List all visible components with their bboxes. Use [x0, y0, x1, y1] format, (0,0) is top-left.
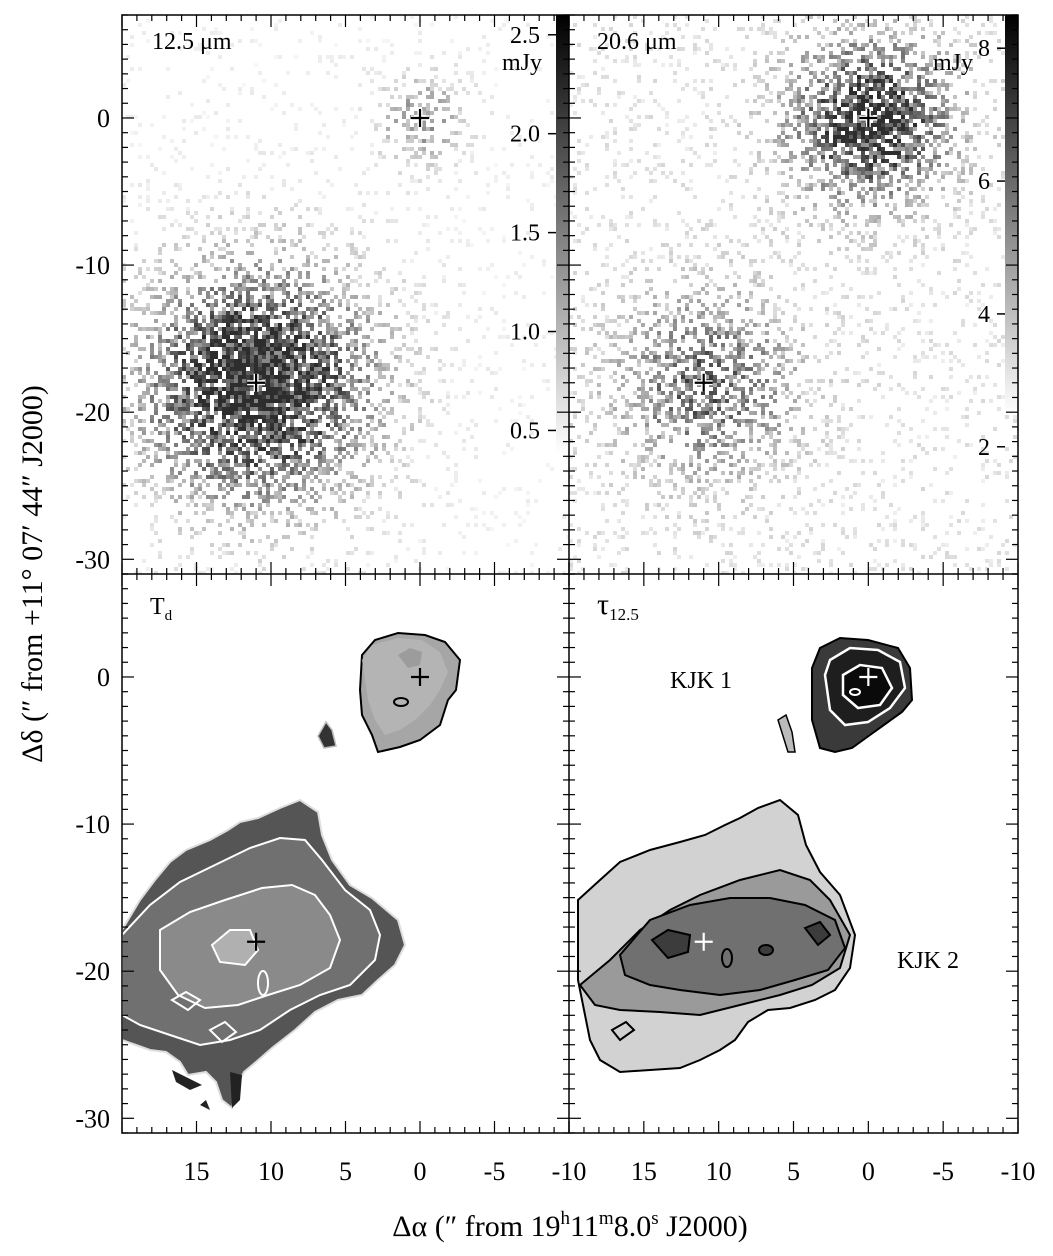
colorbar-tick-label: 8	[978, 36, 990, 62]
y-tick-label: 0	[97, 104, 110, 133]
colorbar-tick-label: 4	[978, 302, 990, 328]
x-tick-label: -5	[484, 1157, 506, 1186]
tau-small-blob	[777, 713, 796, 753]
x-tick-label: 5	[339, 1157, 352, 1186]
colorbar-unit-20um: mJy	[933, 50, 973, 76]
tau-kjk2-contour-inner-1	[650, 928, 692, 960]
y-tick-label: -20	[75, 957, 110, 986]
axis-ticks	[121, 14, 1019, 1134]
y-tick-label: -20	[75, 398, 110, 427]
panel-tau: τ12.5 KJK 1 KJK 2	[577, 588, 959, 1074]
td-kjk2-contour-small-1	[170, 990, 202, 1012]
td-dark-patch-2	[230, 1072, 242, 1108]
y-axis-label: Δδ (″ from +11° 07′ 44″ J2000)	[16, 385, 49, 763]
tau-kjk2-contour-inner-3	[758, 944, 774, 956]
x-tick-label: 15	[184, 1157, 210, 1186]
panel-12um: 12.5 μm mJy 2.5 2.0 1.5 1.0 0.5	[122, 15, 569, 574]
x-tick-label: 5	[787, 1157, 800, 1186]
td-kjk1-peak	[398, 648, 422, 668]
y-tick-label: -30	[75, 545, 110, 574]
td-kjk2-contour-inner	[210, 929, 260, 967]
tau-kjk1-contour-core	[849, 688, 861, 696]
x-axis-label: Δα (″ from 19h11m8.0s J2000)	[392, 1208, 748, 1243]
colorbar-tick-label: 2.5	[510, 23, 540, 49]
image-12um	[122, 15, 569, 574]
panel-td: Td	[122, 594, 462, 1110]
panel-20um: 20.6 μm mJy 8 6 4 2	[569, 15, 1018, 574]
x-tick-label: 10	[706, 1157, 732, 1186]
colorbar-20um	[1005, 15, 1018, 415]
y-tick-label: -10	[75, 251, 110, 280]
colorbar-tick-label: 6	[978, 169, 990, 195]
colorbar-tick-label: 1.5	[510, 221, 540, 247]
x-tick-label: 0	[862, 1157, 875, 1186]
image-20um	[569, 15, 1018, 574]
y-tick-label: -30	[75, 1104, 110, 1133]
tau-kjk2-contour-inner-2	[803, 920, 832, 947]
x-tick-label: -5	[932, 1157, 954, 1186]
tau-kjk2-contour-mid	[618, 897, 847, 997]
tau-kjk2-contour-small-2	[610, 1020, 636, 1042]
panel-label-12um: 12.5 μm	[152, 29, 232, 55]
y-tick-label: -10	[75, 810, 110, 839]
td-dark-dot	[200, 1100, 210, 1110]
colorbar-unit-12um: mJy	[502, 50, 542, 76]
td-kjk2-contour-small-2	[208, 1020, 238, 1044]
colorbar-ticks-12um: 2.5 2.0 1.5 1.0 0.5	[510, 23, 556, 444]
tau-kjk2-contour-small-1	[721, 948, 733, 968]
source-markers	[247, 108, 878, 951]
td-kjk1-inner	[362, 638, 448, 735]
td-kjk2-contour-small-3	[257, 970, 269, 996]
panel-label-tau: τ12.5	[597, 588, 639, 624]
tau-kjk1-contour-inner	[841, 663, 894, 710]
colorbar-tick-label: 2.0	[510, 122, 540, 148]
y-tick-label: 0	[97, 663, 110, 692]
td-kjk1-contour	[393, 697, 409, 707]
panel-label-20um: 20.6 μm	[597, 29, 677, 55]
x-tick-label: -10	[1001, 1157, 1036, 1186]
td-dark-patch-1	[172, 1070, 202, 1090]
axis-tick-labels: 15 10 5 0 -5 -10 15 10 5 0 -5 -10 0 -10 -20 -30 0 -10 -20 -…	[75, 104, 1035, 1186]
x-tick-label: 0	[414, 1157, 427, 1186]
annotation-kjk1: KJK 1	[670, 668, 732, 694]
colorbar-tick-label: 0.5	[510, 418, 540, 444]
colorbar-tick-label: 2	[978, 435, 990, 461]
annotation-kjk2: KJK 2	[897, 948, 959, 974]
x-tick-label: -10	[552, 1157, 587, 1186]
colorbar-12um	[556, 15, 569, 455]
td-small-blob	[317, 720, 337, 749]
x-tick-label: 10	[258, 1157, 284, 1186]
x-tick-label: 15	[631, 1157, 657, 1186]
panel-label-td: Td	[150, 594, 173, 624]
colorbar-tick-label: 1.0	[510, 320, 540, 346]
colorbar-ticks-20um: 8 6 4 2	[978, 36, 1005, 461]
